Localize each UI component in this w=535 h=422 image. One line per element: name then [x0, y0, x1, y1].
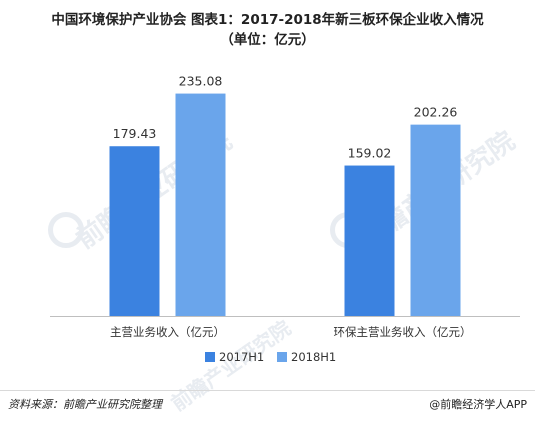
bar-chart: 179.43 235.08 主营业务收入（亿元） 159.02 202.26 环保主营业务…	[50, 74, 520, 364]
legend-swatch	[277, 352, 287, 362]
bar-2018H1-1	[410, 124, 461, 316]
x-tick-label: 环保主营业务收入（亿元）	[334, 325, 472, 339]
watermark-logo-icon	[48, 212, 84, 248]
footer-divider	[0, 390, 535, 391]
source-note: 资料来源：前瞻产业研究院整理	[8, 398, 162, 411]
legend-swatch	[205, 352, 215, 362]
bar-2017H1-1	[344, 165, 395, 316]
title-line-1: 中国环境保护产业协会 图表1：2017-2018年新三板环保企业收入情况	[51, 12, 484, 28]
data-label: 159.02	[348, 146, 392, 161]
bar-2018H1-0	[175, 93, 226, 316]
bar-2017H1-0	[109, 146, 160, 316]
legend-label: 2018H1	[291, 350, 336, 364]
title-line-2: （单位：亿元）	[220, 32, 315, 48]
data-label: 179.43	[113, 126, 157, 141]
chart-title: 中国环境保护产业协会 图表1：2017-2018年新三板环保企业收入情况 （单位…	[0, 10, 535, 50]
data-label: 235.08	[179, 74, 223, 89]
credit-note: @前瞻经济学人APP	[429, 398, 527, 411]
legend-label: 2017H1	[219, 350, 264, 364]
data-label: 202.26	[414, 105, 458, 120]
x-tick-label: 主营业务收入（亿元）	[110, 325, 225, 339]
